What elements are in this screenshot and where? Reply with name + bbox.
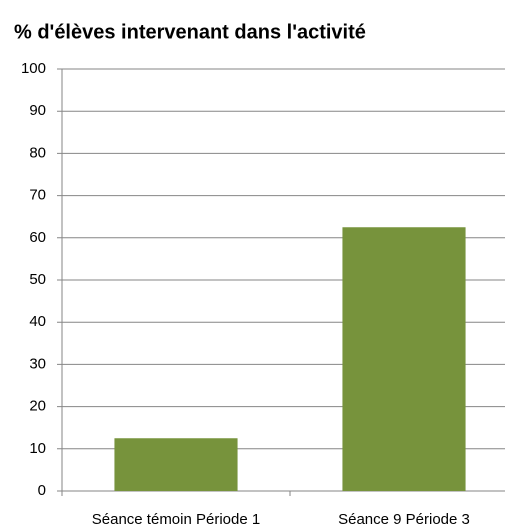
y-tick-label: 70 <box>29 187 46 204</box>
y-tick-label: 0 <box>38 482 46 499</box>
y-tick-label: 90 <box>29 102 46 119</box>
y-tick-label: 30 <box>29 355 46 372</box>
chart-title: % d'élèves intervenant dans l'activité <box>14 21 366 43</box>
y-tick-label: 10 <box>29 440 46 457</box>
x-tick-label: Séance témoin Période 1 <box>92 511 260 528</box>
y-tick-label: 20 <box>29 398 46 415</box>
bar <box>114 438 238 491</box>
y-tick-label: 40 <box>29 313 46 330</box>
bar <box>342 227 466 491</box>
y-tick-label: 80 <box>29 144 46 161</box>
x-tick-label: Séance 9 Période 3 <box>338 511 470 528</box>
y-tick-label: 50 <box>29 271 46 288</box>
y-tick-label: 60 <box>29 229 46 246</box>
y-tick-label: 100 <box>21 60 46 77</box>
